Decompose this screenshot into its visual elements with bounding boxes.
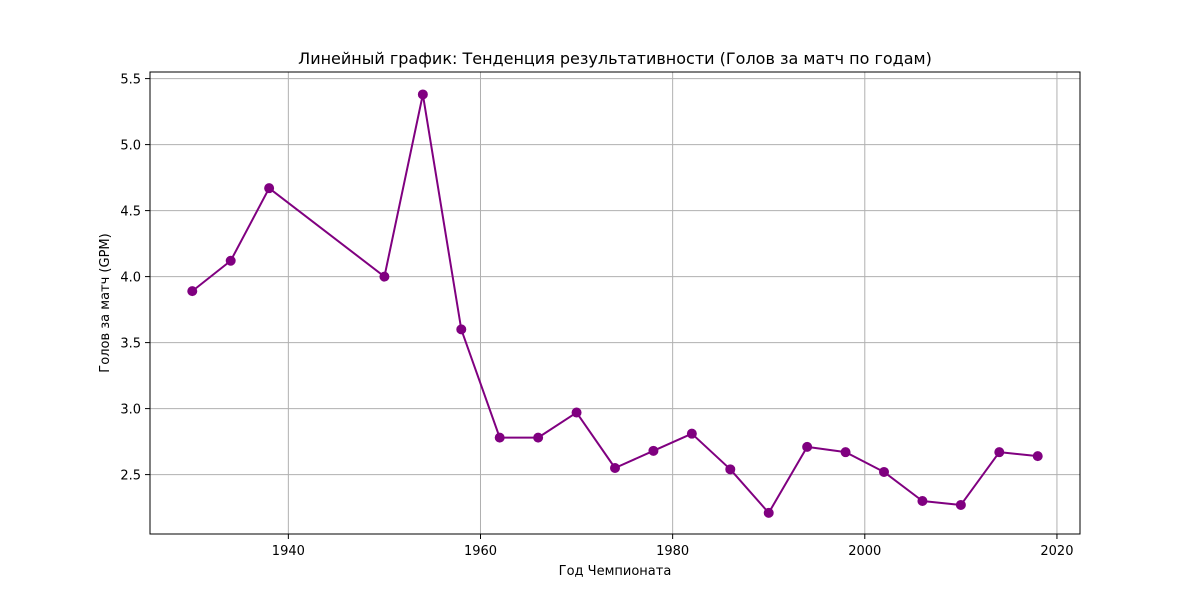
series-line [191,93,1038,514]
data-point [917,496,928,506]
x-tick-label: 2000 [848,544,881,559]
data-point [686,428,697,439]
data-point [1032,451,1043,462]
data-point [879,466,890,477]
chart-title: Линейный график: Тенденция результативно… [298,49,932,68]
data-point [264,183,275,194]
y-tick-label: 5.5 [120,73,141,88]
y-tick-label: 4.0 [120,271,141,286]
data-point [955,499,966,510]
grid-lines [150,72,1080,534]
data-point [994,447,1005,458]
y-tick-label: 3.0 [120,403,141,418]
y-axis: 2.5 3.0 3.5 4.0 4.5 5.0 5.5 [120,73,150,484]
data-point [725,464,736,475]
data-point [571,407,582,418]
data-point [802,441,813,452]
plot-frame [149,71,1081,535]
data-point [648,445,659,456]
x-tick-label: 2020 [1040,544,1073,559]
data-point [494,432,505,443]
x-tick-label: 1980 [656,544,689,559]
data-point [417,89,428,100]
x-tick-label: 1940 [272,544,305,559]
y-tick-label: 3.5 [120,337,141,352]
y-tick-label: 4.5 [120,205,141,220]
y-tick-label: 5.0 [120,139,141,154]
data-point [533,432,544,443]
data-point [763,507,774,518]
y-tick-label: 2.5 [120,469,141,484]
data-point [225,255,236,266]
x-axis-label: Год Чемпионата [559,564,672,579]
data-point [187,286,198,297]
x-tick-label: 1960 [464,544,497,559]
series-layer [187,89,1043,518]
y-axis-label: Голов за матч (GPM) [98,233,113,372]
x-axis: 1940 1960 1980 2000 2020 [272,534,1073,559]
data-point [379,271,390,282]
data-point [456,324,467,335]
data-point [610,463,620,473]
data-point [840,447,851,458]
